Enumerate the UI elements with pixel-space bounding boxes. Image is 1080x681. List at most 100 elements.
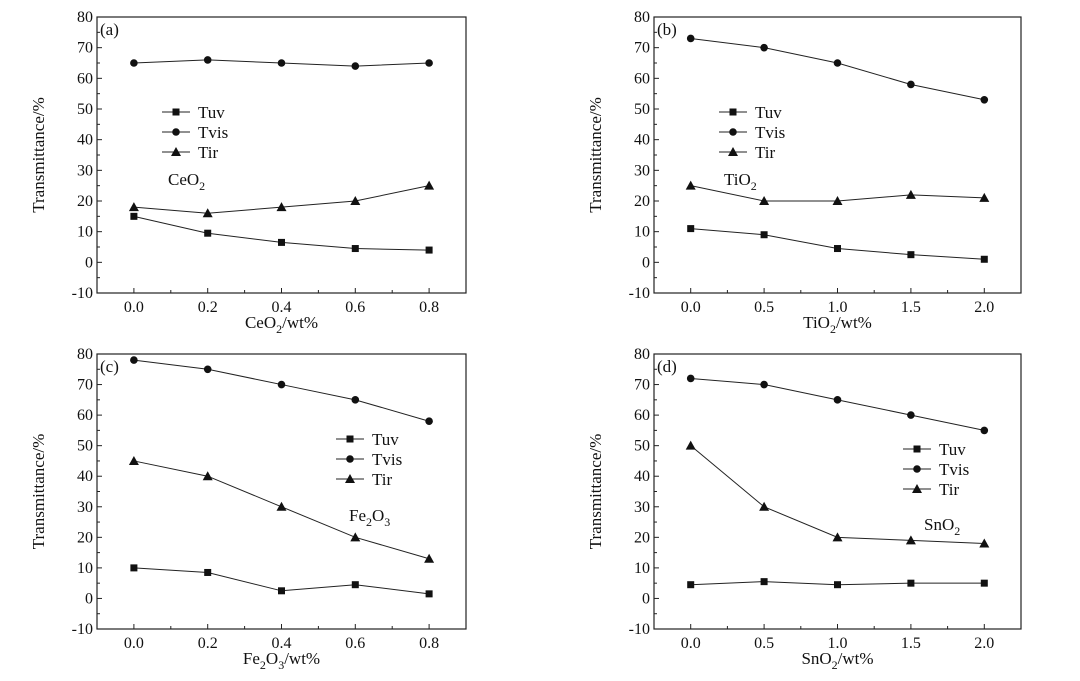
compound-annotation: CeO2 — [168, 170, 205, 193]
data-point-tvis — [760, 380, 768, 389]
y-tick-label: 10 — [77, 224, 93, 241]
x-tick-label: 2.0 — [974, 299, 994, 316]
chart-panel-a: -10 0 10 20 30 40 50 60 70 80 0.0 0.2 0.4 0.6 0.8 CeO2/… — [29, 9, 467, 336]
data-point-tuv — [760, 231, 768, 239]
x-tick-label: 1.0 — [828, 299, 848, 316]
y-axis-label: Transmittance/% — [586, 97, 605, 213]
legend-label: Tuv — [755, 103, 782, 122]
data-point-tir — [276, 202, 287, 212]
legend-label: Tuv — [198, 103, 225, 122]
data-point-tir — [424, 553, 435, 563]
series-line-tvis — [133, 359, 430, 422]
data-point-tvis — [203, 56, 212, 64]
legend-marker — [171, 147, 181, 156]
data-point-tvis — [760, 43, 768, 52]
y-tick-label: 60 — [77, 70, 93, 87]
data-point-tir — [350, 196, 361, 205]
data-point-tuv — [687, 225, 695, 233]
x-axis-label: CeO2/wt% — [245, 313, 318, 336]
legend-label: Tvis — [372, 450, 402, 469]
data-point-tir — [685, 180, 696, 190]
series-tvis — [686, 34, 989, 104]
data-point-tuv — [130, 564, 138, 572]
legend-marker — [172, 108, 180, 116]
data-point-tir — [979, 192, 990, 202]
data-point-tvis — [351, 396, 360, 404]
data-point-tuv — [425, 590, 433, 598]
y-tick-label: 80 — [634, 9, 650, 26]
legend-label: Tvis — [755, 123, 785, 142]
data-point-tuv — [351, 245, 359, 253]
data-point-tvis — [907, 411, 915, 419]
data-point-tvis — [351, 62, 360, 70]
legend-marker — [729, 108, 737, 116]
data-point-tuv — [980, 255, 988, 263]
x-tick-label: 2.0 — [974, 635, 994, 652]
y-tick-label: 70 — [77, 377, 93, 394]
data-point-tuv — [278, 587, 285, 595]
data-point-tir — [276, 501, 287, 511]
x-tick-label: 0.0 — [681, 635, 701, 652]
data-point-tir — [685, 440, 696, 450]
data-point-tir — [202, 471, 213, 481]
x-tick-label: 0.4 — [272, 299, 292, 316]
x-axis-label: Fe2O3/wt% — [243, 649, 320, 672]
y-tick-label: 10 — [634, 560, 650, 577]
y-axis-label: Transmittance/% — [29, 97, 48, 213]
data-point-tuv — [834, 245, 841, 253]
legend-label: Tuv — [372, 430, 399, 449]
data-point-tir — [759, 501, 770, 511]
legend-marker — [913, 465, 921, 473]
data-point-tuv — [130, 212, 138, 220]
y-tick-label: 40 — [634, 132, 650, 149]
series-tir — [128, 455, 435, 563]
data-point-tvis — [686, 374, 695, 383]
x-tick-label: 0.0 — [681, 299, 701, 316]
y-tick-label: 80 — [77, 9, 93, 26]
legend-label: Tir — [198, 143, 219, 162]
x-tick-label: 0.8 — [419, 299, 439, 316]
y-tick-label: -10 — [629, 285, 650, 302]
legend-marker — [728, 147, 738, 156]
series-tvis — [686, 374, 989, 435]
legend-label: Tuv — [939, 440, 966, 459]
x-tick-label: 0.6 — [345, 635, 365, 652]
data-point-tuv — [980, 579, 988, 587]
x-tick-label: 0.2 — [198, 299, 218, 316]
data-point-tuv — [204, 568, 212, 576]
x-tick-label: 1.0 — [828, 635, 848, 652]
legend-marker — [913, 445, 921, 453]
y-tick-label: 70 — [634, 377, 650, 394]
y-tick-label: 70 — [77, 40, 93, 57]
data-point-tvis — [425, 59, 433, 67]
x-tick-label: 0.4 — [272, 635, 292, 652]
y-tick-label: 50 — [634, 438, 650, 455]
x-axis-label: SnO2/wt% — [801, 649, 873, 672]
series-tvis — [130, 356, 433, 426]
y-tick-label: 80 — [77, 346, 93, 363]
y-tick-label: 20 — [634, 193, 650, 210]
x-tick-label: 0.0 — [124, 299, 144, 316]
plot-frame — [96, 16, 467, 294]
panel-label: (c) — [100, 357, 119, 376]
y-tick-label: 50 — [634, 101, 650, 118]
data-point-tvis — [833, 396, 842, 404]
series-tvis — [130, 56, 433, 70]
y-tick-label: 20 — [634, 529, 650, 546]
data-point-tir — [759, 196, 770, 205]
y-tick-label: 40 — [634, 468, 650, 485]
data-point-tuv — [907, 579, 915, 587]
data-point-tvis — [277, 380, 286, 389]
x-tick-label: 1.5 — [901, 635, 921, 652]
series-tir — [685, 440, 990, 548]
y-tick-label: 60 — [634, 70, 650, 87]
y-tick-label: 0 — [85, 254, 93, 271]
data-point-tir — [128, 202, 139, 212]
series-tir — [685, 180, 990, 205]
x-tick-label: 1.5 — [901, 299, 921, 316]
y-tick-label: 0 — [642, 254, 650, 271]
series-line-tvis — [690, 37, 985, 101]
legend-label: Tir — [939, 480, 960, 499]
